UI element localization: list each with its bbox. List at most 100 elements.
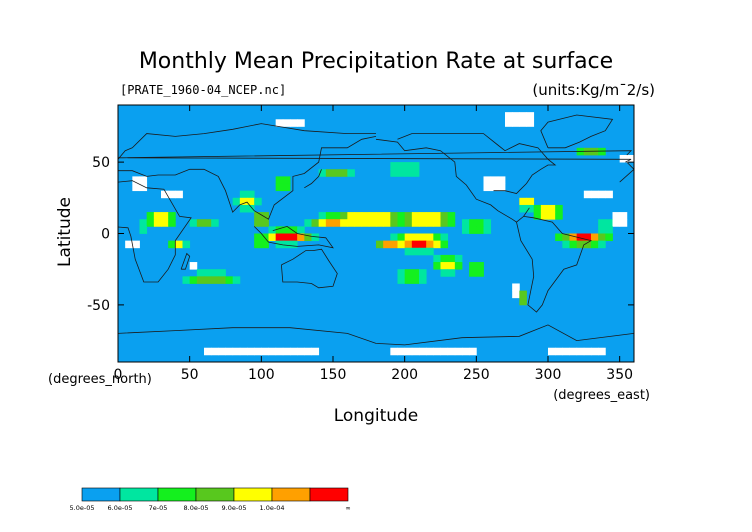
missing-cell: [125, 240, 133, 249]
precip-cell: [340, 212, 348, 220]
precip-cell: [469, 262, 477, 270]
precip-cell: [426, 233, 434, 242]
missing-cell: [175, 190, 183, 199]
precip-cell: [447, 219, 456, 227]
precip-cell: [476, 262, 484, 270]
precip-cell: [526, 204, 535, 213]
x-unit-note: (degrees_east): [553, 388, 650, 403]
precip-cell: [419, 240, 427, 249]
precip-cell: [311, 219, 320, 227]
missing-cell: [569, 347, 578, 356]
precip-cell: [139, 219, 148, 227]
precip-cell: [211, 276, 219, 284]
missing-cell: [426, 347, 434, 356]
x-tick-label: 0: [114, 367, 123, 383]
precip-cell: [605, 226, 613, 234]
missing-cell: [404, 347, 413, 356]
precip-cell: [376, 240, 384, 249]
y-tick-label: 0: [101, 227, 110, 243]
precip-cell: [404, 219, 413, 227]
precip-cell: [275, 233, 284, 242]
y-tick-label: -50: [87, 298, 110, 314]
missing-cell: [512, 119, 520, 127]
precip-cell: [426, 219, 434, 227]
precip-cell: [476, 219, 484, 227]
precip-cell: [426, 212, 434, 220]
precip-cell: [275, 226, 284, 234]
missing-cell: [626, 154, 634, 163]
missing-cell: [419, 347, 427, 356]
precip-cell: [419, 219, 427, 227]
precip-cell: [318, 212, 327, 220]
precip-cell: [390, 162, 398, 170]
missing-cell: [304, 347, 312, 356]
missing-cell: [225, 347, 234, 356]
precip-cell: [411, 169, 420, 177]
colorbar-swatch: [309, 487, 349, 502]
precip-cell: [433, 212, 441, 220]
missing-cell: [598, 347, 606, 356]
precip-cell: [225, 276, 234, 284]
precip-cell: [397, 169, 406, 177]
precip-cell: [483, 219, 492, 227]
coastline-1: [118, 180, 192, 283]
precip-cell: [146, 212, 155, 220]
missing-cell: [204, 347, 212, 356]
precip-cell: [447, 269, 456, 277]
precip-cell: [462, 226, 470, 234]
precip-cell: [411, 212, 420, 220]
y-axis-label: Latitude: [55, 197, 75, 267]
precip-cell: [540, 204, 549, 213]
missing-cell: [576, 347, 585, 356]
precip-cell: [440, 219, 449, 227]
precip-cell: [247, 204, 255, 213]
precip-cell: [433, 262, 441, 270]
precip-cell: [411, 162, 420, 170]
missing-cell: [583, 347, 592, 356]
precip-cell: [218, 269, 226, 277]
coastline-8: [281, 248, 338, 289]
precip-cell: [239, 204, 248, 213]
missing-cell: [512, 283, 520, 292]
y-tick-label: 50: [92, 155, 110, 171]
precip-cell: [196, 219, 205, 227]
precip-cell: [347, 219, 355, 227]
missing-cell: [297, 119, 305, 127]
precip-cell: [290, 240, 298, 249]
colorbar-label: 5.0e-05: [70, 504, 95, 512]
precip-cell: [447, 254, 456, 263]
precip-cell: [555, 212, 563, 220]
missing-cell: [469, 347, 477, 356]
precip-cell: [340, 219, 348, 227]
precip-cell: [196, 269, 205, 277]
precip-cell: [404, 233, 413, 242]
chart-subtitle: [PRATE_1960-04_NCEP.nc]: [120, 83, 286, 97]
missing-cell: [132, 176, 140, 184]
precip-cell: [325, 212, 334, 220]
precip-cell: [175, 240, 183, 249]
x-tick-label: 350: [606, 367, 633, 383]
precip-cell: [411, 219, 420, 227]
precip-cell: [268, 233, 277, 242]
precip-cell: [275, 183, 284, 192]
precip-cell: [340, 169, 348, 177]
missing-cell: [505, 112, 513, 120]
missing-cell: [562, 347, 570, 356]
precip-cell: [397, 219, 406, 227]
precip-cell: [254, 240, 262, 249]
missing-cell: [497, 176, 506, 184]
precip-cell: [447, 212, 456, 220]
precip-cell: [583, 240, 592, 249]
coastline-13: [118, 324, 634, 346]
x-tick-label: 50: [181, 367, 199, 383]
precip-cell: [182, 240, 191, 249]
precip-cell: [196, 276, 205, 284]
precip-cell: [605, 219, 613, 227]
precip-cell: [440, 262, 449, 270]
precip-cell: [189, 219, 198, 227]
precip-cell: [411, 233, 420, 242]
precip-cell: [290, 233, 298, 242]
precip-cell: [433, 240, 441, 249]
precip-cell: [161, 219, 169, 227]
